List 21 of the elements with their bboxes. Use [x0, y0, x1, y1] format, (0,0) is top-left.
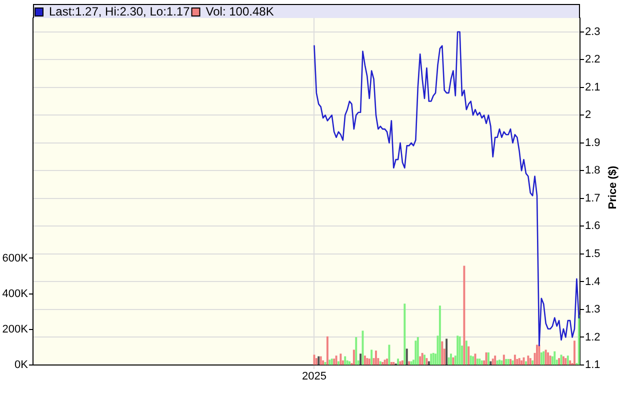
x-tick-label: 2025 [302, 370, 326, 383]
y2-tick-label: 1.3 [585, 304, 600, 316]
y2-axis-title: Price ($) [607, 165, 620, 210]
y2-tick-label: 1.7 [585, 192, 600, 204]
y2-tick-label: 2.3 [585, 26, 600, 38]
y2-tick-label: 1.4 [585, 276, 600, 288]
y2-tick-label: 2 [585, 109, 592, 122]
y2-tick-label: 2.2 [585, 54, 600, 66]
y2-tick-label: 1.6 [585, 220, 600, 232]
y2-tick-label: 1.9 [585, 136, 600, 149]
y2-tick-label: 1.1 [585, 359, 600, 372]
y-tick-label: 0K [14, 359, 29, 372]
legend-label: Vol: 100.48K [206, 4, 274, 18]
legend-label: Last:1.27, Hi:2.30, Lo:1.17 [49, 4, 190, 18]
y-tick-label: 400K [2, 288, 29, 300]
y2-tick-label: 1.8 [585, 164, 600, 177]
y2-tick-label: 2.1 [585, 81, 600, 94]
y2-tick-label: 1.2 [585, 331, 600, 344]
y2-tick-label: 1.5 [585, 248, 600, 260]
y-tick-label: 600K [2, 252, 29, 264]
y-tick-label: 200K [2, 323, 29, 336]
